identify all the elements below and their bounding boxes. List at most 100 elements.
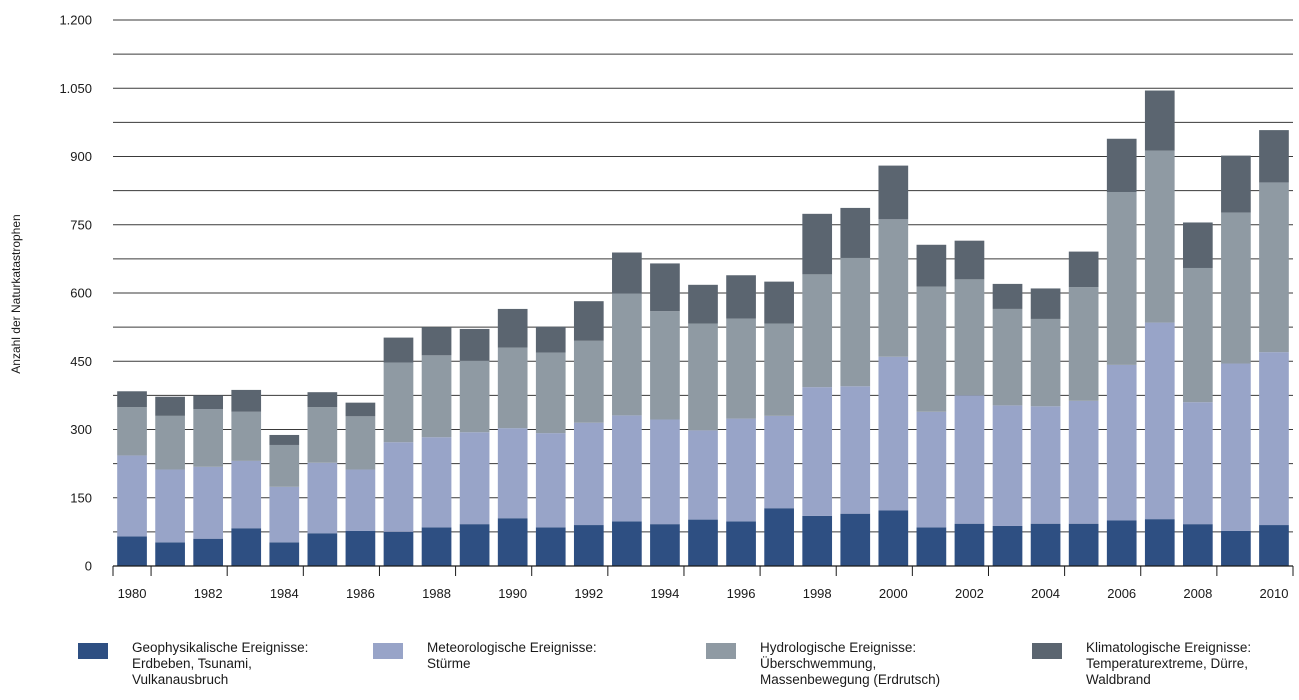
bar-segment-hydrological bbox=[1259, 182, 1289, 353]
legend-item-hydrological: Hydrologische Ereignisse: Überschwemmung,… bbox=[706, 640, 940, 688]
x-tick-label: 1980 bbox=[118, 586, 147, 601]
y-tick-label: 1.200 bbox=[59, 13, 92, 28]
bar-segment-climatological bbox=[954, 240, 985, 280]
bar-segment-geophysical bbox=[117, 536, 147, 566]
x-tick-label: 1990 bbox=[498, 586, 527, 601]
bar-segment-meteorological bbox=[954, 395, 985, 524]
bar-segment-climatological bbox=[1106, 138, 1137, 192]
bar-segment-meteorological bbox=[1221, 363, 1251, 531]
x-tick-label: 1986 bbox=[346, 586, 375, 601]
bar-segment-climatological bbox=[1182, 222, 1213, 268]
bar-segment-climatological bbox=[307, 392, 338, 408]
x-tick-label: 2008 bbox=[1183, 586, 1212, 601]
bar-segment-meteorological bbox=[992, 405, 1023, 526]
y-tick-label: 750 bbox=[70, 217, 92, 232]
x-tick-label: 1996 bbox=[727, 586, 756, 601]
bar-segment-climatological bbox=[878, 165, 909, 220]
bar-segment-geophysical bbox=[650, 524, 680, 566]
x-tick-label: 2006 bbox=[1107, 586, 1136, 601]
bar-segment-geophysical bbox=[383, 531, 414, 566]
bar-segment-geophysical bbox=[345, 530, 376, 566]
x-tick-label: 2010 bbox=[1260, 586, 1289, 601]
bar-segment-meteorological bbox=[612, 415, 642, 522]
bar-segment-climatological bbox=[383, 337, 414, 363]
bars bbox=[117, 90, 1289, 566]
bar-segment-climatological bbox=[726, 275, 756, 319]
bar-segment-geophysical bbox=[840, 513, 871, 566]
x-tick-label: 1982 bbox=[194, 586, 223, 601]
bar-segment-meteorological bbox=[688, 430, 718, 520]
bar-segment-climatological bbox=[1259, 130, 1289, 183]
bar-segment-geophysical bbox=[535, 527, 566, 566]
bar-segment-meteorological bbox=[1068, 400, 1099, 524]
bar-segment-climatological bbox=[840, 207, 871, 258]
legend-label-hydrological: Hydrologische Ereignisse: Überschwemmung,… bbox=[760, 640, 941, 687]
bar-segment-meteorological bbox=[269, 486, 300, 543]
bar-segment-hydrological bbox=[802, 274, 833, 388]
bar-segment-climatological bbox=[345, 402, 376, 417]
bar-segment-hydrological bbox=[612, 293, 642, 416]
legend-swatch-hydrological bbox=[706, 643, 736, 659]
bar-segment-hydrological bbox=[1106, 191, 1137, 365]
legend-label-meteorological: Meteorologische Ereignisse: Stürme bbox=[427, 640, 597, 671]
bar-segment-meteorological bbox=[383, 442, 414, 532]
bar-segment-climatological bbox=[916, 244, 947, 287]
bar-segment-meteorological bbox=[421, 437, 452, 528]
bar-segment-geophysical bbox=[802, 515, 833, 566]
bar-segment-hydrological bbox=[726, 318, 756, 419]
bar-segment-geophysical bbox=[1106, 520, 1137, 566]
y-tick-label: 600 bbox=[70, 286, 92, 301]
bar-segment-hydrological bbox=[307, 407, 338, 463]
y-tick-label: 0 bbox=[85, 559, 92, 574]
bar-segment-geophysical bbox=[612, 521, 642, 566]
bar-segment-geophysical bbox=[497, 518, 528, 566]
bar-segment-climatological bbox=[992, 283, 1023, 309]
bar-segment-geophysical bbox=[764, 508, 794, 566]
bar-segment-geophysical bbox=[878, 510, 909, 566]
y-tick-label: 450 bbox=[70, 354, 92, 369]
bar-segment-geophysical bbox=[1259, 525, 1289, 566]
bar-segment-hydrological bbox=[992, 308, 1023, 406]
bar-segment-geophysical bbox=[916, 527, 947, 566]
y-axis-title: Anzahl der Naturkatastrophen bbox=[9, 214, 23, 373]
bar-segment-climatological bbox=[612, 252, 642, 294]
bar-segment-hydrological bbox=[916, 286, 947, 412]
bar-segment-geophysical bbox=[1144, 519, 1175, 566]
legend-swatch-geophysical bbox=[78, 643, 108, 659]
bar-segment-climatological bbox=[497, 308, 528, 348]
bar-segment-meteorological bbox=[1144, 322, 1175, 520]
bar-segment-geophysical bbox=[992, 525, 1023, 566]
x-tick-label: 1992 bbox=[574, 586, 603, 601]
y-tick-label: 300 bbox=[70, 422, 92, 437]
bar-segment-hydrological bbox=[269, 444, 300, 487]
bar-segment-hydrological bbox=[421, 355, 452, 438]
bar-segment-hydrological bbox=[535, 352, 566, 434]
bar-segment-climatological bbox=[650, 263, 680, 312]
bar-segment-meteorological bbox=[117, 455, 147, 537]
bar-segment-hydrological bbox=[878, 219, 909, 357]
bar-segment-climatological bbox=[802, 213, 833, 275]
bar-segment-climatological bbox=[688, 284, 718, 324]
legend-swatch-climatological bbox=[1032, 643, 1062, 659]
bar-segment-meteorological bbox=[1259, 352, 1289, 526]
legend: Geophysikalische Ereignisse: Erdbeben, Ts… bbox=[0, 640, 1299, 700]
bar-segment-hydrological bbox=[954, 279, 985, 396]
bar-segment-geophysical bbox=[193, 538, 224, 566]
bar-segment-meteorological bbox=[155, 469, 185, 543]
bar-segment-climatological bbox=[421, 327, 452, 356]
stacked-bar-chart: 0 150 300 450 600 750 900 1.050 1.200 1980 1982 198… bbox=[9, 13, 1294, 601]
bar-segment-climatological bbox=[1221, 155, 1251, 213]
bar-segment-geophysical bbox=[269, 542, 300, 566]
bar-segment-geophysical bbox=[1221, 530, 1251, 566]
y-tick-label: 150 bbox=[70, 490, 92, 505]
bar-segment-geophysical bbox=[459, 524, 490, 566]
legend-swatch-meteorological bbox=[373, 643, 403, 659]
bar-segment-climatological bbox=[155, 396, 185, 416]
bar-segment-hydrological bbox=[459, 360, 490, 433]
bar-segment-meteorological bbox=[802, 387, 833, 516]
bar-segment-hydrological bbox=[650, 311, 680, 420]
x-tick-label: 2002 bbox=[955, 586, 984, 601]
bar-segment-hydrological bbox=[117, 407, 147, 456]
legend-item-climatological: Klimatologische Ereignisse: Temperaturext… bbox=[1032, 640, 1251, 688]
bar-segment-meteorological bbox=[535, 433, 566, 528]
